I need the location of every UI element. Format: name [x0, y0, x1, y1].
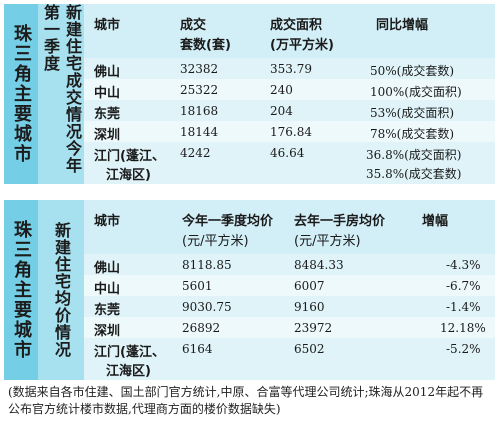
table-row — [84, 338, 495, 380]
row3-city: 东莞 — [94, 303, 121, 318]
row1-last-year: 8484.33 — [294, 258, 344, 272]
header-this-year: 今年一季度均价 — [182, 214, 274, 229]
header-sets-unit: 套数(套) — [180, 38, 231, 53]
row5-sets: 4242 — [180, 146, 211, 160]
row3-this-year: 9030.75 — [182, 300, 232, 314]
row3-city: 东莞 — [94, 107, 121, 122]
header-city: 城市 — [94, 214, 121, 229]
header-area-unit: (万平方米) — [270, 38, 334, 53]
row5-last-year: 6502 — [294, 342, 325, 356]
row5-city: 江门(蓬江、 — [94, 345, 165, 360]
table-row — [84, 58, 495, 79]
row1-city: 佛山 — [94, 261, 121, 276]
panel1-main-title: 珠三角主要城市 — [4, 4, 38, 184]
row2-city: 中山 — [94, 282, 121, 297]
row1-yoy: 50%(成交套数) — [370, 64, 455, 78]
transaction-table: 城市 成交 套数(套) 成交面积 (万平方米) 同比增幅 佛山 32382 35… — [84, 4, 495, 184]
row2-city: 中山 — [94, 86, 121, 101]
panel2-main-title: 珠三角主要城市 — [4, 200, 38, 380]
transaction-table-header: 城市 成交 套数(套) 成交面积 (万平方米) 同比增幅 — [84, 4, 495, 58]
row2-this-year: 5601 — [182, 279, 213, 293]
header-sets: 成交 — [180, 18, 207, 33]
panel2-sub-title: 新建住宅均价情况 — [38, 200, 84, 380]
price-table-header: 城市 今年一季度均价 (元/平方米) 去年一手房均价 (元/平方米) 增幅 — [84, 200, 495, 254]
row2-area: 240 — [270, 83, 293, 97]
header-this-year-unit: (元/平方米) — [182, 234, 249, 249]
row3-sets: 18168 — [180, 104, 219, 118]
row4-area: 176.84 — [270, 125, 312, 139]
row3-change: -1.4% — [446, 300, 481, 314]
table-row — [84, 79, 495, 100]
row4-change: 12.18% — [440, 321, 486, 335]
panel1-sub-title: 新建住宅成交情况今年第一季度 — [38, 4, 84, 184]
source-footnote: (数据来自各市住建、国土部门官方统计,中原、合富等代理公司统计;珠海从2012年… — [8, 385, 484, 416]
row1-sets: 32382 — [180, 62, 219, 76]
row4-this-year: 26892 — [182, 321, 221, 335]
row5-city-line2: 江海区) — [106, 168, 151, 183]
table-row — [84, 121, 495, 142]
table-row — [84, 254, 495, 275]
row5-change: -5.2% — [446, 342, 481, 356]
header-city: 城市 — [94, 18, 121, 33]
row4-city: 深圳 — [94, 324, 121, 339]
row1-city: 佛山 — [94, 65, 121, 80]
row5-this-year: 6164 — [182, 342, 213, 356]
row2-yoy: 100%(成交面积) — [370, 85, 462, 99]
row3-last-year: 9160 — [294, 300, 325, 314]
row4-sets: 18144 — [180, 125, 219, 139]
header-change: 增幅 — [422, 214, 449, 229]
header-last-year-unit: (元/平方米) — [294, 234, 361, 249]
table-row — [84, 317, 495, 338]
price-panel: 珠三角主要城市 新建住宅均价情况 城市 今年一季度均价 (元/平方米) 去年一手… — [4, 200, 495, 380]
row5-yoy-line2: 35.8%(成交套数) — [366, 167, 462, 181]
table-row — [84, 142, 495, 184]
row4-yoy: 78%(成交套数) — [370, 127, 455, 141]
row3-yoy: 53%(成交面积) — [370, 106, 455, 120]
row4-city: 深圳 — [94, 128, 121, 143]
row5-city-line2: 江海区) — [106, 364, 151, 379]
row1-change: -4.3% — [446, 258, 481, 272]
row1-area: 353.79 — [270, 62, 312, 76]
header-last-year: 去年一手房均价 — [294, 214, 386, 229]
price-table: 城市 今年一季度均价 (元/平方米) 去年一手房均价 (元/平方米) 增幅 佛山… — [84, 200, 495, 380]
table-row — [84, 100, 495, 121]
row2-last-year: 6007 — [294, 279, 325, 293]
table-row — [84, 296, 495, 317]
row5-area: 46.64 — [270, 146, 305, 160]
table-row — [84, 275, 495, 296]
transaction-panel: 珠三角主要城市 新建住宅成交情况今年第一季度 城市 成交 套数(套) 成交面积 … — [4, 4, 495, 184]
header-area: 成交面积 — [270, 18, 323, 33]
row1-this-year: 8118.85 — [182, 258, 232, 272]
header-yoy: 同比增幅 — [376, 18, 429, 33]
row3-area: 204 — [270, 104, 293, 118]
row5-yoy: 36.8%(成交面积) — [366, 148, 462, 162]
row4-last-year: 23972 — [294, 321, 333, 335]
row2-sets: 25322 — [180, 83, 219, 97]
row2-change: -6.7% — [446, 279, 481, 293]
row5-city: 江门(蓬江、 — [94, 149, 165, 164]
